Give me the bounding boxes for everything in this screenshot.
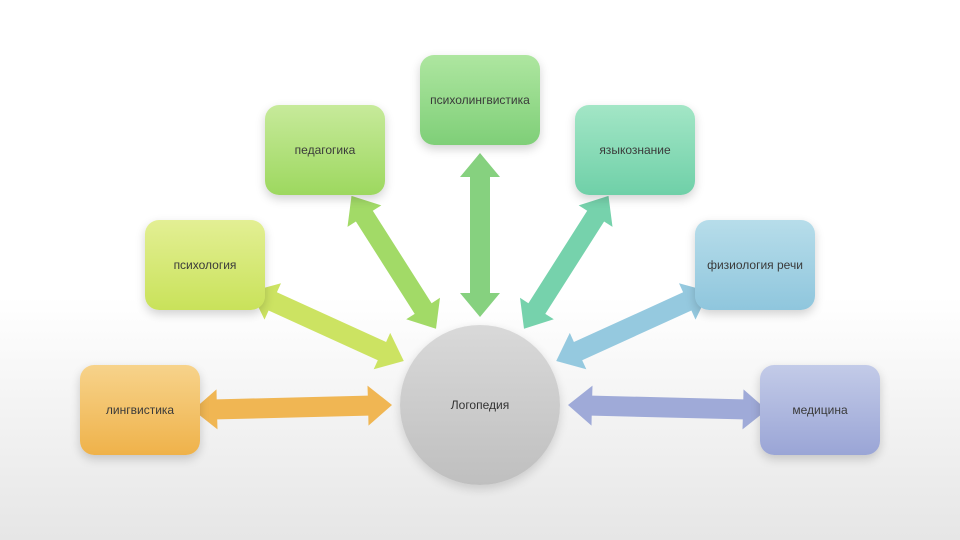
arrow-n4 xyxy=(520,196,613,329)
arrow-n3 xyxy=(460,153,500,317)
node-label: медицина xyxy=(786,403,853,417)
arrow-n0 xyxy=(193,386,392,430)
node-label: психология xyxy=(168,258,243,272)
arrow-n2 xyxy=(348,196,441,329)
node-label: физиология речи xyxy=(701,258,809,272)
node-n6: медицина xyxy=(760,365,880,455)
node-label: языкознание xyxy=(593,143,676,157)
node-n3: психолингвистика xyxy=(420,55,540,145)
node-label: психолингвистика xyxy=(424,93,536,107)
node-n5: физиология речи xyxy=(695,220,815,310)
node-n0: лингвистика xyxy=(80,365,200,455)
diagram-stage: Логопедия лингвистика психология педагогик… xyxy=(0,0,960,540)
node-n4: языкознание xyxy=(575,105,695,195)
node-n1: психология xyxy=(145,220,265,310)
node-n2: педагогика xyxy=(265,105,385,195)
arrow-n5 xyxy=(556,283,709,369)
hub-node: Логопедия xyxy=(400,325,560,485)
arrow-n6 xyxy=(568,386,767,430)
arrow-n1 xyxy=(251,283,404,369)
node-label: педагогика xyxy=(289,143,362,157)
node-label: лингвистика xyxy=(100,403,180,417)
hub-label: Логопедия xyxy=(445,398,515,412)
